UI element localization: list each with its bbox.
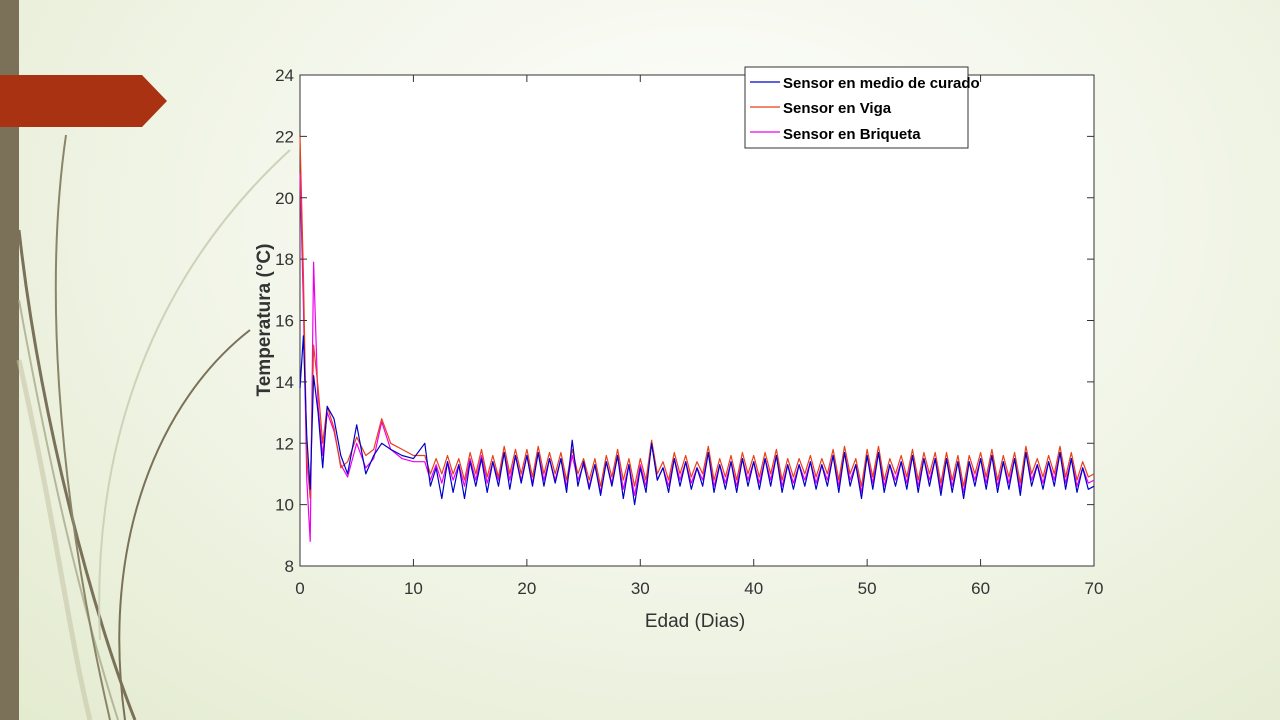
stem-curve-5 (98, 149, 291, 641)
stem-curve-1 (17, 229, 137, 720)
x-tick-label: 0 (295, 579, 304, 598)
x-axis-label: Edad (Dias) (645, 611, 745, 632)
x-tick-label: 60 (971, 579, 990, 598)
y-tick-label: 20 (275, 189, 294, 208)
series-line-viga (299, 136, 1095, 500)
stem-curve-2 (18, 299, 119, 720)
y-tick-label: 8 (285, 557, 294, 576)
plot-area (299, 74, 1095, 567)
y-tick-label: 16 (275, 312, 294, 331)
y-axis-label: Temperatura (°C) (254, 244, 275, 397)
x-tick-label: 10 (404, 579, 423, 598)
legend: Sensor en medio de curado Sensor en Viga… (744, 66, 980, 149)
series-layer (299, 136, 1095, 543)
series-line-medio-de-curado (299, 335, 1095, 506)
decorative-stems (16, 134, 291, 720)
x-tick-label: 70 (1085, 579, 1104, 598)
stem-curve-3 (54, 134, 111, 720)
x-tick-label: 30 (631, 579, 650, 598)
legend-entry-briqueta: Sensor en Briqueta (783, 126, 921, 143)
legend-entry-medio: Sensor en medio de curado (783, 75, 980, 92)
x-tick-label: 40 (744, 579, 763, 598)
stem-curve-4 (118, 329, 251, 720)
sidebar-bar (0, 0, 19, 720)
y-tick-label: 10 (275, 496, 294, 515)
x-tick-label: 20 (517, 579, 536, 598)
legend-box (744, 66, 969, 149)
legend-entry-viga: Sensor en Viga (783, 100, 892, 117)
y-tick-label: 22 (275, 127, 294, 146)
axes-layer: 0 10 20 30 40 50 60 70 8 10 12 14 16 18 20 22 24 (275, 66, 1103, 598)
y-tick-label: 14 (275, 373, 294, 392)
stem-curve-6 (16, 359, 93, 720)
x-tick-label: 50 (858, 579, 877, 598)
title-banner (0, 75, 167, 127)
y-tick-label: 18 (275, 250, 294, 269)
banner-shape (0, 75, 167, 127)
y-tick-label: 24 (275, 66, 294, 85)
y-tick-label: 12 (275, 434, 294, 453)
